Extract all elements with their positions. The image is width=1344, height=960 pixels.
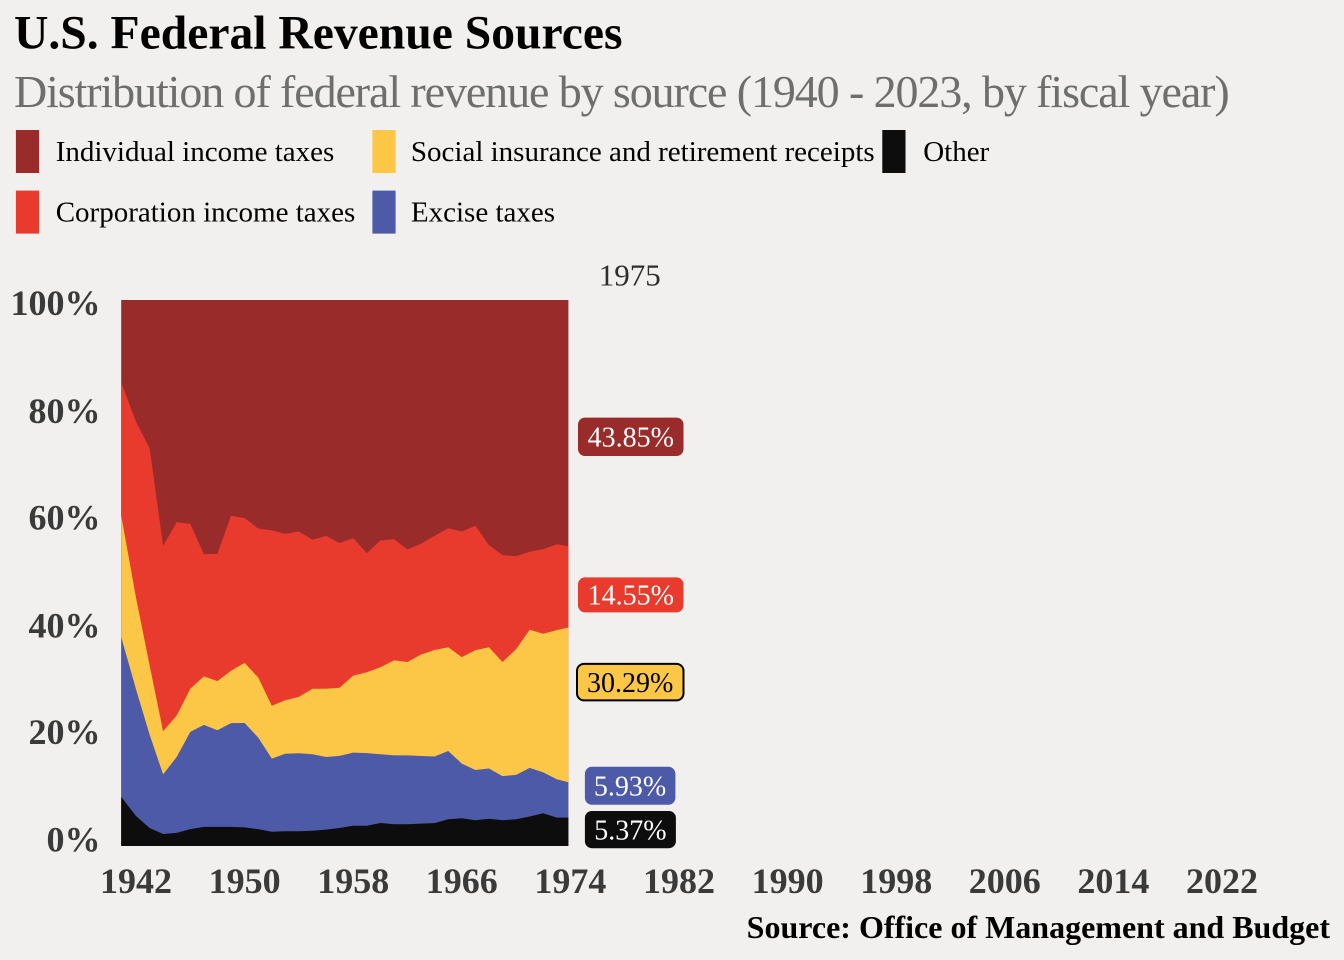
svg-text:Individual income taxes: Individual income taxes — [56, 136, 335, 168]
svg-text:1950: 1950 — [209, 861, 281, 901]
svg-text:43.85%: 43.85% — [588, 423, 674, 454]
svg-text:U.S. Federal Revenue Sources: U.S. Federal Revenue Sources — [14, 7, 623, 59]
svg-text:80%: 80% — [29, 391, 101, 431]
svg-text:2006: 2006 — [969, 861, 1041, 901]
svg-text:20%: 20% — [29, 712, 101, 752]
svg-text:1966: 1966 — [426, 861, 498, 901]
svg-text:40%: 40% — [29, 605, 101, 645]
svg-text:14.55%: 14.55% — [588, 581, 674, 612]
svg-text:1998: 1998 — [860, 861, 932, 901]
svg-text:Other: Other — [923, 136, 989, 168]
svg-text:5.37%: 5.37% — [594, 815, 666, 846]
svg-text:1982: 1982 — [643, 861, 715, 901]
svg-text:Distribution of federal revenu: Distribution of federal revenue by sourc… — [14, 66, 1229, 117]
svg-text:1942: 1942 — [100, 861, 172, 901]
svg-text:Excise taxes: Excise taxes — [411, 197, 555, 229]
svg-text:1990: 1990 — [752, 861, 824, 901]
svg-text:0%: 0% — [47, 819, 101, 859]
svg-text:Social insurance and retiremen: Social insurance and retirement receipts — [411, 136, 875, 168]
svg-text:Corporation income taxes: Corporation income taxes — [56, 197, 356, 229]
svg-text:100%: 100% — [11, 283, 101, 323]
svg-text:5.93%: 5.93% — [594, 772, 666, 803]
svg-text:1974: 1974 — [534, 861, 606, 901]
svg-text:2014: 2014 — [1077, 861, 1149, 901]
svg-text:2022: 2022 — [1186, 861, 1258, 901]
svg-text:60%: 60% — [29, 498, 101, 538]
svg-text:Source: Office of Management a: Source: Office of Management and Budget — [747, 909, 1331, 945]
svg-text:1975: 1975 — [599, 258, 661, 293]
svg-text:1958: 1958 — [317, 861, 389, 901]
svg-text:30.29%: 30.29% — [587, 668, 673, 699]
